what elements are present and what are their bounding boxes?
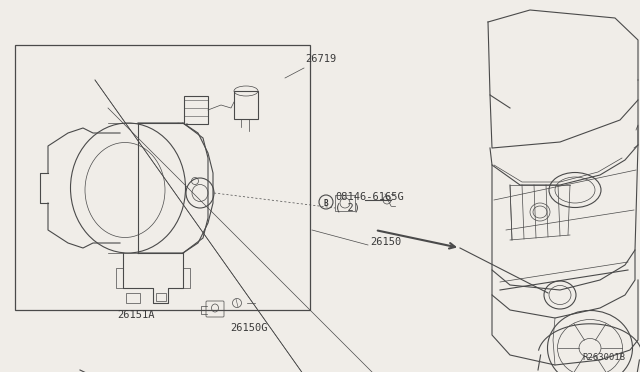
Text: 08146-6165G: 08146-6165G	[335, 192, 404, 202]
Bar	[234, 91, 258, 119]
Bar	[126, 293, 140, 303]
Text: 26150: 26150	[370, 237, 401, 247]
Text: B: B	[324, 199, 328, 208]
Text: ( 2): ( 2)	[335, 202, 360, 212]
Text: 26151A: 26151A	[118, 310, 155, 320]
Text: 26150G: 26150G	[230, 323, 268, 333]
Text: 26719: 26719	[305, 54, 336, 64]
Bar	[156, 293, 166, 301]
Text: R263001B: R263001B	[582, 353, 625, 362]
Bar	[15, 45, 310, 310]
Bar	[184, 96, 208, 124]
Bar	[335, 195, 355, 211]
